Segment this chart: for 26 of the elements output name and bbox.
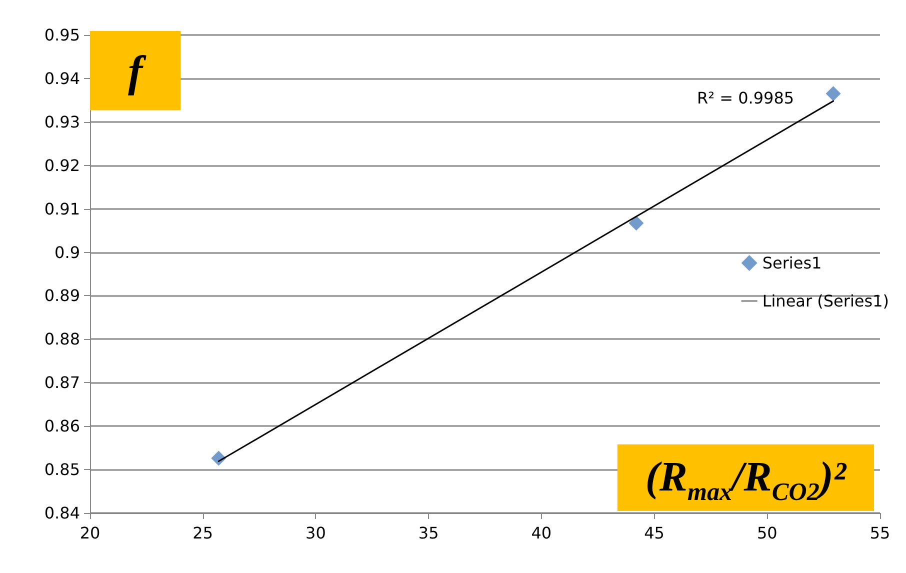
x-tick-label: 55 bbox=[870, 524, 890, 542]
x-tick-label: 25 bbox=[192, 524, 214, 542]
x-tick-label: 50 bbox=[756, 524, 778, 542]
annotation: R² = 0.9985 bbox=[697, 88, 794, 108]
y-tick-label: 0.84 bbox=[44, 504, 80, 522]
y-tick-label: 0.86 bbox=[44, 416, 80, 436]
y-tick-label: 0.93 bbox=[44, 112, 80, 132]
x-tick-label: 45 bbox=[644, 524, 664, 542]
x-tick-label: 20 bbox=[80, 524, 100, 542]
x-tick-label: 35 bbox=[418, 524, 439, 542]
y-tick-label: 0.9 bbox=[54, 242, 80, 262]
y-tick-label: 0.87 bbox=[44, 373, 80, 392]
y-tick-label: 0.89 bbox=[44, 286, 80, 306]
y-tick-label: 0.92 bbox=[44, 156, 80, 175]
legend-label: Linear (Series1) bbox=[762, 292, 890, 310]
y-tick-label: 0.88 bbox=[44, 330, 80, 349]
legend-label: Series1 bbox=[762, 254, 822, 272]
point bbox=[628, 216, 644, 231]
y-tick-label: 0.85 bbox=[44, 460, 80, 480]
y-tick-label: 0.91 bbox=[44, 199, 80, 218]
y-tick-label: 0.94 bbox=[44, 68, 80, 88]
x-tick-label: 30 bbox=[306, 524, 326, 542]
y-tick-label: 0.95 bbox=[44, 26, 80, 44]
point bbox=[826, 86, 841, 102]
y-axis-title: f bbox=[128, 47, 147, 96]
x-tick-label: 40 bbox=[531, 524, 552, 542]
